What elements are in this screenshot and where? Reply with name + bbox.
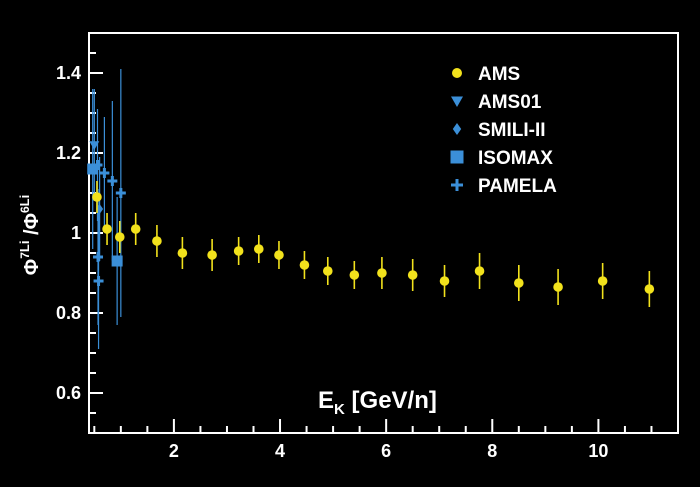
legend-label: AMS01 <box>478 92 542 113</box>
legend-label: ISOMAX <box>478 148 553 169</box>
data-marks <box>87 69 655 349</box>
data-point <box>474 266 485 276</box>
y-label-prefix: Φ <box>21 259 43 275</box>
data-point <box>111 255 123 267</box>
data-point <box>233 246 244 256</box>
legend: AMS AMS01 SMILI-II ISOMAX PAMELA <box>450 64 557 197</box>
series-isomax <box>87 89 123 325</box>
legend-label: AMS <box>478 64 520 85</box>
y-axis-label: Φ7Li /Φ6Li <box>17 195 43 275</box>
data-point <box>597 276 608 286</box>
data-point <box>299 260 310 270</box>
legend-label: SMILI-II <box>478 120 546 141</box>
legend-item: ISOMAX <box>450 148 553 169</box>
data-point <box>107 176 118 186</box>
legend-marker <box>451 179 463 191</box>
y-label-mid: /Φ <box>21 213 43 241</box>
data-point <box>439 276 450 286</box>
series-pamela <box>92 69 126 349</box>
data-point <box>114 232 125 242</box>
x-label-rest: [GeV/n] <box>345 387 437 414</box>
data-point <box>644 284 655 294</box>
data-point <box>87 163 99 175</box>
y-tick-label: 0.6 <box>56 383 81 403</box>
data-point <box>274 250 284 260</box>
y-tick-label: 1.2 <box>56 143 81 163</box>
x-axis: 2 4 6 8 10 <box>93 419 679 461</box>
data-point <box>207 250 217 260</box>
y-label-num-base: Li <box>17 241 32 253</box>
x-tick-label: 10 <box>588 441 608 461</box>
legend-item: PAMELA <box>451 176 557 197</box>
y-tick-label: 1 <box>71 223 81 243</box>
legend-label: PAMELA <box>478 176 557 197</box>
data-point <box>407 270 418 280</box>
x-tick-label: 2 <box>169 441 179 461</box>
data-point <box>322 266 333 276</box>
x-tick-label: 8 <box>487 441 497 461</box>
legend-marker <box>452 68 462 78</box>
x-label-sub: K <box>334 401 345 418</box>
data-point <box>92 160 103 170</box>
data-point <box>130 224 141 234</box>
y-tick-label: 1.4 <box>56 63 81 83</box>
data-point <box>377 268 387 278</box>
legend-item: AMS <box>452 64 520 85</box>
x-tick-label: 6 <box>381 441 391 461</box>
legend-marker <box>451 96 463 107</box>
data-point <box>152 236 162 246</box>
data-point <box>349 270 360 280</box>
series-ams01 <box>89 89 100 201</box>
y-label-num-sup: 7 <box>18 252 32 259</box>
y-axis: 0.6 0.8 1 1.2 1.4 <box>56 32 103 434</box>
legend-item: AMS01 <box>451 92 542 113</box>
y-label-den-sup: 6 <box>18 206 32 213</box>
data-point <box>92 192 102 202</box>
x-axis-label: EK [GeV/n] <box>318 387 437 418</box>
y-label-den-base: Li <box>17 195 32 207</box>
data-point <box>115 188 126 198</box>
x-label-base: E <box>318 387 334 414</box>
data-point <box>102 224 112 234</box>
data-point <box>93 276 104 286</box>
x-tick-label: 4 <box>275 441 285 461</box>
data-point <box>553 282 563 292</box>
data-point <box>99 168 110 178</box>
legend-marker <box>452 123 462 135</box>
series-ams <box>92 181 655 307</box>
data-point <box>514 278 524 288</box>
data-point <box>89 141 100 150</box>
data-point <box>254 244 264 254</box>
legend-marker <box>450 150 464 164</box>
y-tick-label: 0.8 <box>56 303 81 323</box>
legend-item: SMILI-II <box>452 120 546 141</box>
data-point <box>177 248 188 258</box>
